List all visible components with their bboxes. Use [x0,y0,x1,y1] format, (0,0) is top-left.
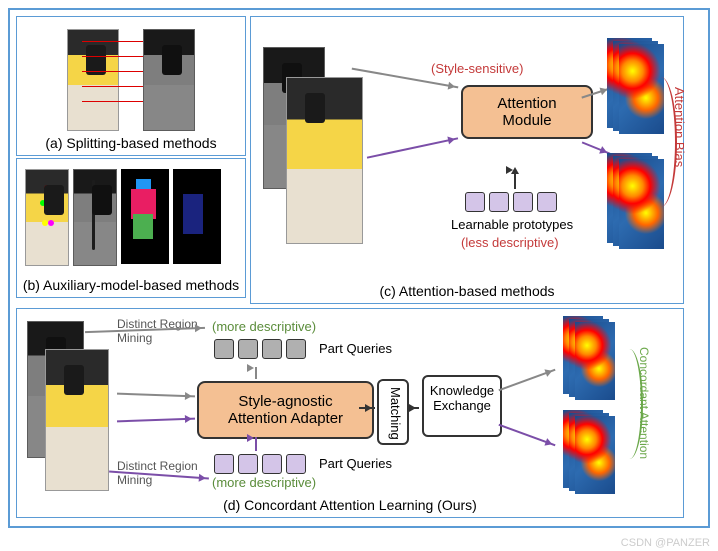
matching-box: Matching [377,379,409,445]
d-arr10 [498,424,555,446]
person-ir [143,29,195,136]
concordant-label: Concordant Attention [637,347,651,459]
watermark: CSDN @PANZER [621,537,710,549]
panel-d-caption: (d) Concordant Attention Learning (Ours) [17,497,683,513]
pose-ir [73,169,117,266]
style-adapter-box: Style-agnostic Attention Adapter [197,381,374,439]
d-person-rgb [45,349,109,496]
pose-rgb [25,169,69,266]
style-sensitive-label: (Style-sensitive) [431,61,523,76]
d-arr8 [407,407,419,409]
d-arr4 [117,418,195,423]
part-queries-bot: Part Queries [319,456,392,471]
d-arr9 [498,369,555,391]
d-arr7 [359,407,375,409]
d-arr3 [117,393,195,398]
part-queries-top: Part Queries [319,341,392,356]
panel-b-images [25,169,221,266]
panel-a: (a) Splitting-based methods [16,16,246,156]
queries-top [212,339,308,364]
panel-d: Distinct Region Mining Distinct Region M… [16,308,684,518]
d-heatmaps-top [562,315,604,400]
more-desc-top: (more descriptive) [212,319,316,334]
figure-container: (a) Splitting-based methods (b) Auxilia [8,8,710,528]
prototype-row [463,192,559,217]
d-arr5 [255,367,257,379]
exchange-box: Knowledge Exchange [422,375,502,437]
parsing-ir [173,169,221,264]
c-person-rgb [286,77,363,249]
panel-a-caption: (a) Splitting-based methods [17,135,245,151]
panel-b: (b) Auxiliary-model-based methods [16,158,246,298]
d-arr6 [255,437,257,451]
queries-bot [212,454,308,479]
attention-bias-label: Attention Bias [672,87,687,167]
top-row: (a) Splitting-based methods (b) Auxilia [14,14,704,306]
pose-keypoints [36,180,56,240]
left-col: (a) Splitting-based methods (b) Auxilia [14,14,248,306]
panel-c: (Style-sensitive) Attention Module Learn… [250,16,684,304]
less-desc-label: (less descriptive) [461,235,559,250]
arrow-rgb-to-module [367,137,458,158]
panel-b-caption: (b) Auxiliary-model-based methods [17,277,245,293]
d-heatmaps-bot [562,409,604,494]
panel-c-caption: (c) Attention-based methods [251,283,683,299]
parsing-rgb [121,169,169,264]
arrow-proto-up [514,169,516,189]
prototypes-label: Learnable prototypes [451,217,573,232]
attention-module-box: Attention Module [461,85,593,139]
